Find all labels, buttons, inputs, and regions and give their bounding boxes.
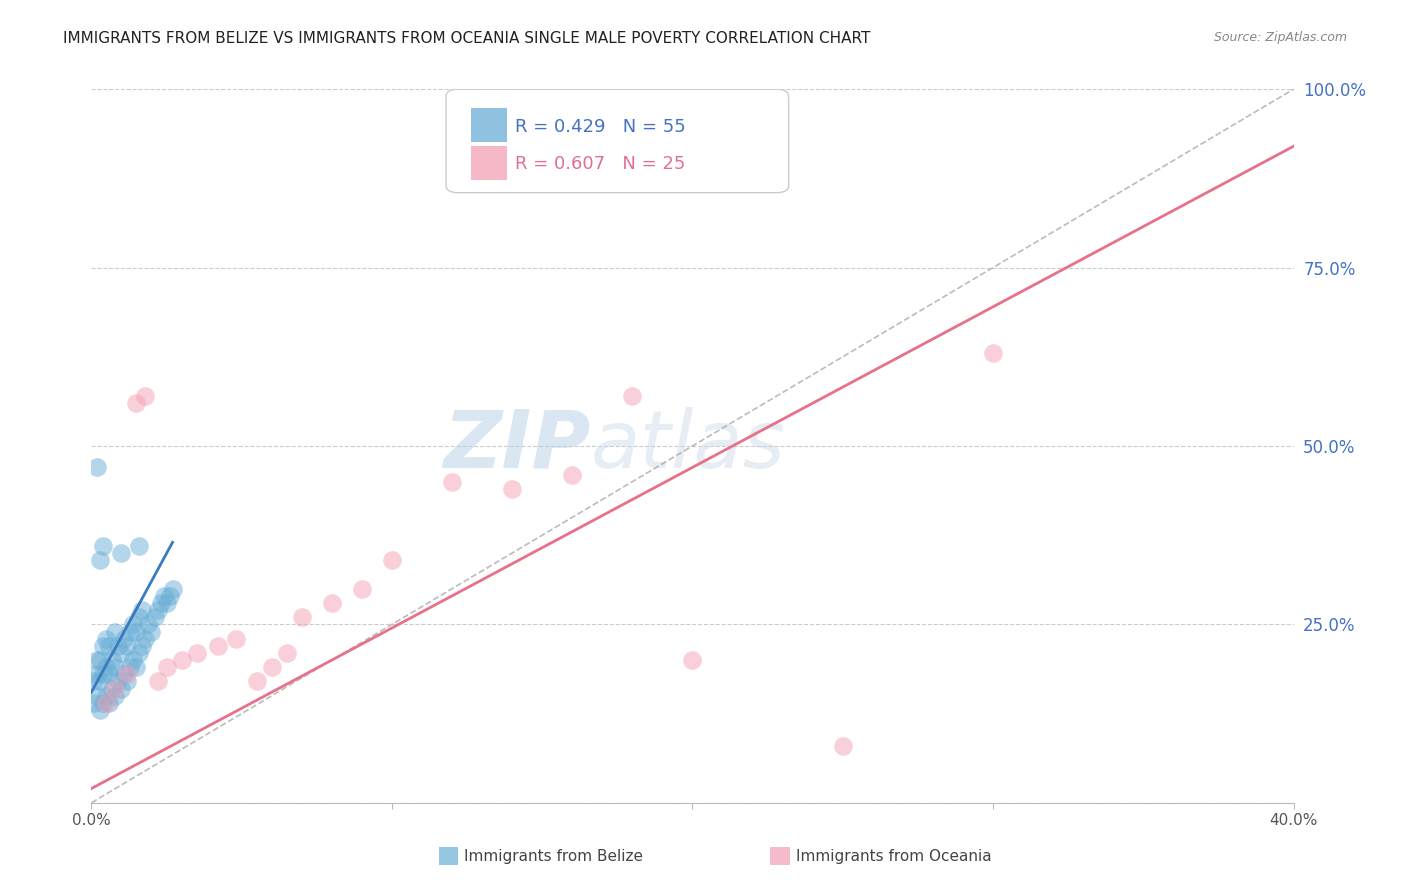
Point bbox=[186, 646, 208, 660]
Point bbox=[125, 396, 148, 410]
Point bbox=[104, 660, 127, 674]
Point bbox=[276, 646, 298, 660]
Point bbox=[143, 610, 166, 624]
Point bbox=[207, 639, 229, 653]
Point bbox=[83, 696, 105, 710]
Point bbox=[93, 696, 115, 710]
Point bbox=[381, 553, 404, 567]
Point bbox=[110, 646, 132, 660]
Point bbox=[155, 660, 177, 674]
Point bbox=[440, 475, 463, 489]
Point bbox=[110, 546, 132, 560]
Point bbox=[93, 539, 115, 553]
Point bbox=[104, 681, 127, 696]
Point bbox=[86, 689, 108, 703]
FancyBboxPatch shape bbox=[471, 109, 508, 142]
Point bbox=[122, 617, 145, 632]
Point bbox=[101, 653, 124, 667]
Point bbox=[104, 689, 127, 703]
Point bbox=[96, 696, 118, 710]
Point bbox=[96, 660, 118, 674]
Point bbox=[128, 610, 150, 624]
Point bbox=[96, 632, 118, 646]
Point bbox=[120, 660, 142, 674]
Point bbox=[162, 582, 184, 596]
Text: R = 0.607   N = 25: R = 0.607 N = 25 bbox=[515, 155, 685, 173]
Text: IMMIGRANTS FROM BELIZE VS IMMIGRANTS FROM OCEANIA SINGLE MALE POVERTY CORRELATIO: IMMIGRANTS FROM BELIZE VS IMMIGRANTS FRO… bbox=[63, 31, 870, 46]
Point bbox=[93, 667, 115, 681]
Point bbox=[122, 653, 145, 667]
Point bbox=[89, 674, 111, 689]
Point bbox=[93, 639, 115, 653]
Point bbox=[152, 589, 174, 603]
Point bbox=[107, 639, 129, 653]
Text: Immigrants from Belize: Immigrants from Belize bbox=[464, 849, 643, 863]
Text: Source: ZipAtlas.com: Source: ZipAtlas.com bbox=[1213, 31, 1347, 45]
FancyBboxPatch shape bbox=[471, 146, 508, 180]
Point bbox=[120, 624, 142, 639]
Point bbox=[138, 617, 160, 632]
Point bbox=[98, 639, 121, 653]
Point bbox=[125, 624, 148, 639]
Point bbox=[117, 674, 139, 689]
Point bbox=[128, 646, 150, 660]
Point bbox=[225, 632, 247, 646]
Point bbox=[141, 624, 163, 639]
Point bbox=[101, 681, 124, 696]
Text: atlas: atlas bbox=[591, 407, 785, 485]
Point bbox=[114, 632, 136, 646]
Point bbox=[155, 596, 177, 610]
Point bbox=[89, 653, 111, 667]
Point bbox=[831, 739, 853, 753]
Point bbox=[117, 639, 139, 653]
Point bbox=[350, 582, 373, 596]
FancyBboxPatch shape bbox=[446, 89, 789, 193]
Point bbox=[125, 660, 148, 674]
Point bbox=[131, 603, 153, 617]
Point bbox=[134, 632, 156, 646]
Point bbox=[98, 696, 121, 710]
Point bbox=[104, 624, 127, 639]
Point bbox=[86, 653, 108, 667]
Point bbox=[114, 667, 136, 681]
Text: ZIP: ZIP bbox=[443, 407, 591, 485]
Point bbox=[501, 482, 523, 496]
Point bbox=[107, 674, 129, 689]
Text: R = 0.429   N = 55: R = 0.429 N = 55 bbox=[515, 118, 685, 136]
Point bbox=[159, 589, 181, 603]
Point bbox=[561, 467, 583, 482]
Point bbox=[83, 674, 105, 689]
Point bbox=[170, 653, 193, 667]
Point bbox=[146, 674, 169, 689]
Point bbox=[96, 689, 118, 703]
Point bbox=[981, 346, 1004, 360]
Point bbox=[117, 667, 139, 681]
Point bbox=[110, 681, 132, 696]
Point bbox=[86, 460, 108, 475]
Point bbox=[89, 703, 111, 717]
Point bbox=[131, 639, 153, 653]
Point bbox=[149, 596, 172, 610]
Point bbox=[134, 389, 156, 403]
Point bbox=[246, 674, 269, 689]
Point bbox=[128, 539, 150, 553]
Point bbox=[98, 667, 121, 681]
Point bbox=[291, 610, 314, 624]
Point bbox=[89, 553, 111, 567]
Text: Immigrants from Oceania: Immigrants from Oceania bbox=[796, 849, 991, 863]
Point bbox=[681, 653, 703, 667]
Point bbox=[86, 667, 108, 681]
Point bbox=[146, 603, 169, 617]
Point bbox=[260, 660, 283, 674]
Point bbox=[621, 389, 644, 403]
Point bbox=[321, 596, 343, 610]
